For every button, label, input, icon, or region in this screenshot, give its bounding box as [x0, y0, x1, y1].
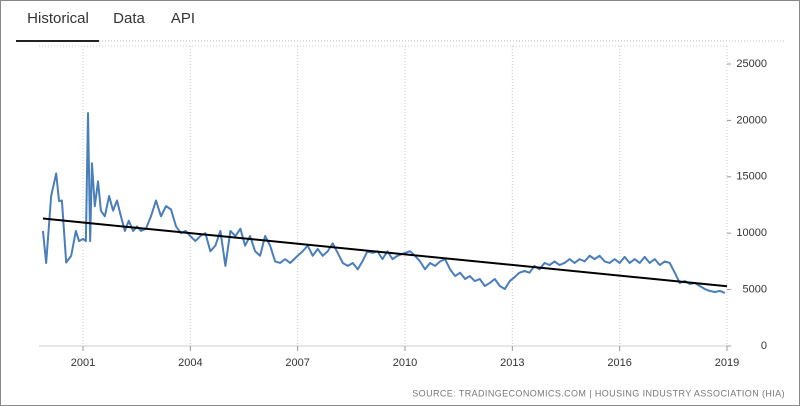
tab-historical[interactable]: Historical — [27, 10, 89, 27]
x-tick-label: 2019 — [715, 357, 739, 369]
x-tick-label: 2004 — [178, 357, 202, 369]
x-tick-label: 2001 — [71, 357, 95, 369]
x-tick-label: 2016 — [607, 357, 631, 369]
y-tick-label: 0 — [761, 340, 767, 352]
y-tick-label: 20000 — [736, 114, 767, 126]
y-tick-label: 25000 — [736, 58, 767, 70]
y-tick-label: 5000 — [743, 284, 767, 296]
tab-data[interactable]: Data — [113, 10, 145, 27]
y-tick-label: 15000 — [736, 171, 767, 183]
source-note: SOURCE: TRADINGECONOMICS.COM | HOUSING I… — [412, 388, 785, 398]
tab-api[interactable]: API — [171, 10, 195, 27]
trend-line — [42, 217, 728, 288]
x-tick-label: 2010 — [393, 357, 417, 369]
y-tick-label: 10000 — [736, 227, 767, 239]
data-line — [41, 112, 726, 294]
x-tick-label: 2007 — [285, 357, 309, 369]
x-tick-label: 2013 — [500, 357, 524, 369]
